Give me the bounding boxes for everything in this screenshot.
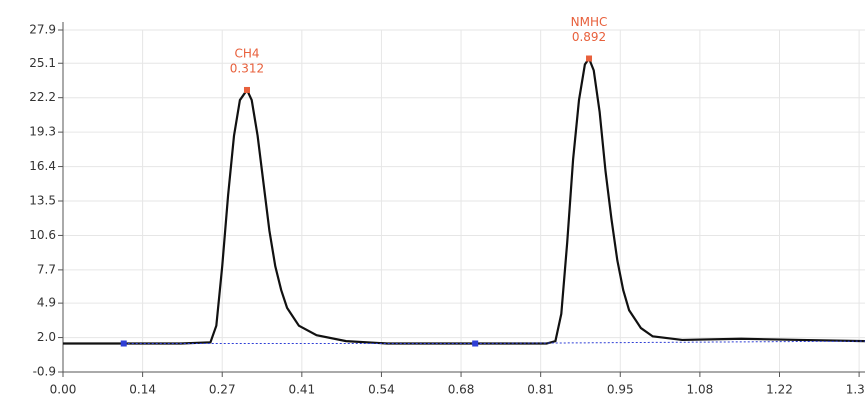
baseline-marker: [120, 340, 127, 347]
peak-name: CH4: [234, 46, 259, 60]
peak-name: NMHC: [571, 15, 608, 29]
y-tick-label: 27.9: [29, 23, 56, 37]
x-tick-label: 1.35: [846, 383, 865, 397]
y-tick-label: 10.6: [29, 228, 56, 242]
y-tick-label: 25.1: [29, 56, 56, 70]
x-tick-label: 0.41: [288, 383, 315, 397]
x-tick-label: 0.95: [607, 383, 634, 397]
x-tick-label: 1.22: [766, 383, 793, 397]
y-tick-label: 19.3: [29, 125, 56, 139]
y-tick-label: 4.9: [37, 296, 56, 310]
x-tick-label: 1.08: [687, 383, 714, 397]
x-tick-label: 0.68: [448, 383, 475, 397]
y-tick-label: 22.2: [29, 90, 56, 104]
y-tick-label: 7.7: [37, 262, 56, 276]
peak-marker: [243, 86, 250, 93]
peak-time: 0.312: [230, 61, 264, 75]
x-tick-label: 0.00: [50, 383, 77, 397]
peak-time: 0.892: [572, 30, 606, 44]
y-tick-label: 2.0: [37, 330, 56, 344]
x-tick-label: 0.54: [368, 383, 395, 397]
x-tick-label: 0.81: [527, 383, 554, 397]
baseline: [123, 340, 865, 344]
x-tick-label: 0.14: [129, 383, 156, 397]
y-tick-label: -0.9: [33, 365, 56, 379]
x-tick-label: 0.27: [209, 383, 236, 397]
peak-marker: [586, 55, 593, 62]
y-tick-label: 16.4: [29, 159, 56, 173]
baseline-marker: [472, 340, 479, 347]
y-tick-label: 13.5: [29, 194, 56, 208]
